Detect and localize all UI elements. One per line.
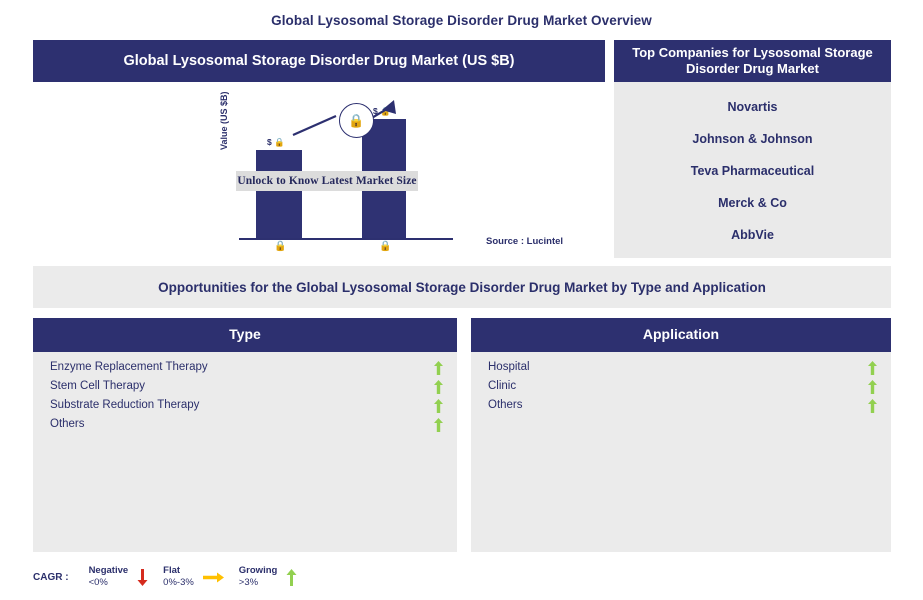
companies-panel-body: Novartis Johnson & Johnson Teva Pharmace… [614, 82, 891, 258]
arrow-up-icon [286, 568, 297, 586]
company-list-item: AbbVie [731, 228, 774, 242]
type-list-item: Others [33, 415, 457, 434]
cagr-legend-title: CAGR : [33, 571, 69, 583]
application-item-label: Hospital [488, 361, 530, 373]
arrow-down-icon [137, 568, 148, 586]
arrow-up-icon [868, 399, 877, 413]
cagr-legend-negative-range: <0% [88, 577, 108, 588]
market-bar-chart: Value (US $B) $ 🔒 $ 🔒 🔒 🔒 🔒 Unlock to Kn… [33, 82, 605, 258]
application-panel-body: Hospital Clinic Others [471, 352, 891, 552]
cagr-legend-item-flat: Flat 0%-3% [163, 565, 232, 589]
company-list-item: Merck & Co [718, 196, 787, 210]
cagr-legend: CAGR : Negative <0% Flat 0%-3% Growing >… [33, 562, 312, 592]
company-list-item: Johnson & Johnson [692, 132, 813, 146]
cagr-legend-growing-name: Growing [238, 565, 278, 577]
page-title: Global Lysosomal Storage Disorder Drug M… [271, 13, 652, 28]
chart-bar-1-value-label: $ 🔒 [267, 137, 285, 147]
market-panel-body: Value (US $B) $ 🔒 $ 🔒 🔒 🔒 🔒 Unlock to Kn… [33, 82, 605, 258]
type-item-label: Others [50, 418, 85, 430]
growth-lock-badge-icon: 🔒 [339, 103, 374, 138]
opportunities-banner: Opportunities for the Global Lysosomal S… [33, 266, 891, 308]
type-item-label: Enzyme Replacement Therapy [50, 361, 208, 373]
arrow-up-icon [868, 380, 877, 394]
chart-x-axis [239, 238, 453, 240]
arrow-up-icon [434, 361, 443, 375]
type-list-item: Enzyme Replacement Therapy [33, 358, 457, 377]
type-list-item: Stem Cell Therapy [33, 377, 457, 396]
arrow-up-icon [434, 418, 443, 432]
arrow-up-icon [434, 399, 443, 413]
application-panel-header: Application [471, 318, 891, 352]
application-item-label: Others [488, 399, 523, 411]
cagr-legend-flat-range: 0%-3% [163, 577, 194, 588]
arrow-up-icon [434, 380, 443, 394]
type-item-label: Stem Cell Therapy [50, 380, 146, 392]
cagr-legend-item-growing: Growing >3% [239, 565, 306, 589]
chart-bar-1 [256, 150, 302, 238]
companies-panel-header: Top Companies for Lysosomal Storage Diso… [614, 40, 891, 82]
x-tick-lock-icon-2: 🔒 [379, 241, 392, 252]
cagr-legend-growing-range: >3% [238, 577, 259, 588]
unlock-banner[interactable]: Unlock to Know Latest Market Size [236, 171, 418, 191]
application-list-item: Clinic [471, 377, 891, 396]
cagr-legend-item-negative: Negative <0% [89, 565, 157, 589]
type-item-label: Substrate Reduction Therapy [50, 399, 200, 411]
growth-arrow-icon [292, 100, 396, 137]
company-list-item: Novartis [727, 100, 778, 114]
cagr-legend-negative-name: Negative [88, 565, 129, 577]
application-list-item: Others [471, 396, 891, 415]
x-tick-lock-icon-1: 🔒 [274, 241, 287, 252]
cagr-legend-flat-name: Flat [163, 565, 181, 577]
type-panel-header: Type [33, 318, 457, 352]
market-panel-header: Global Lysosomal Storage Disorder Drug M… [33, 40, 605, 82]
chart-y-axis-label: Value (US $B) [219, 91, 229, 150]
application-item-label: Clinic [488, 380, 517, 392]
type-list-item: Substrate Reduction Therapy [33, 396, 457, 415]
arrow-right-icon [202, 572, 224, 583]
type-panel-body: Enzyme Replacement Therapy Stem Cell The… [33, 352, 457, 552]
company-list-item: Teva Pharmaceutical [690, 164, 815, 178]
chart-source: Source : Lucintel [486, 236, 564, 247]
arrow-up-icon [868, 361, 877, 375]
application-list-item: Hospital [471, 358, 891, 377]
